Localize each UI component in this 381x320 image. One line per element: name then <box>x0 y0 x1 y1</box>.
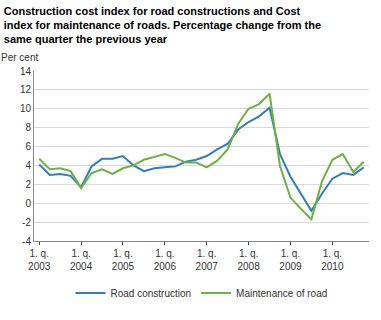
svg-text:Construction cost index for ro: Construction cost index for road constru… <box>4 5 321 46</box>
svg-text:1. q.2003: 1. q.2003 <box>28 248 51 272</box>
svg-text:6: 6 <box>25 141 31 152</box>
svg-text:Maintenance of road: Maintenance of road <box>236 288 327 299</box>
svg-text:12: 12 <box>20 84 32 95</box>
svg-text:Per cent: Per cent <box>1 52 38 63</box>
svg-text:1. q.2006: 1. q.2006 <box>154 248 177 272</box>
svg-text:2: 2 <box>25 179 31 190</box>
svg-text:Road construction: Road construction <box>111 288 192 299</box>
svg-text:4: 4 <box>25 160 31 171</box>
svg-text:0: 0 <box>25 198 31 209</box>
svg-text:-2: -2 <box>22 217 31 228</box>
svg-text:14: 14 <box>20 66 32 77</box>
svg-text:-4: -4 <box>22 236 31 247</box>
svg-text:1. q.2010: 1. q.2010 <box>321 248 344 272</box>
svg-text:1. q.2004: 1. q.2004 <box>70 248 93 272</box>
svg-text:1. q.2008: 1. q.2008 <box>237 248 260 272</box>
svg-text:10: 10 <box>20 103 32 114</box>
svg-text:1. q.2005: 1. q.2005 <box>112 248 135 272</box>
svg-text:1. q.2007: 1. q.2007 <box>196 248 219 272</box>
svg-text:1. q.2009: 1. q.2009 <box>279 248 302 272</box>
svg-text:8: 8 <box>25 122 31 133</box>
